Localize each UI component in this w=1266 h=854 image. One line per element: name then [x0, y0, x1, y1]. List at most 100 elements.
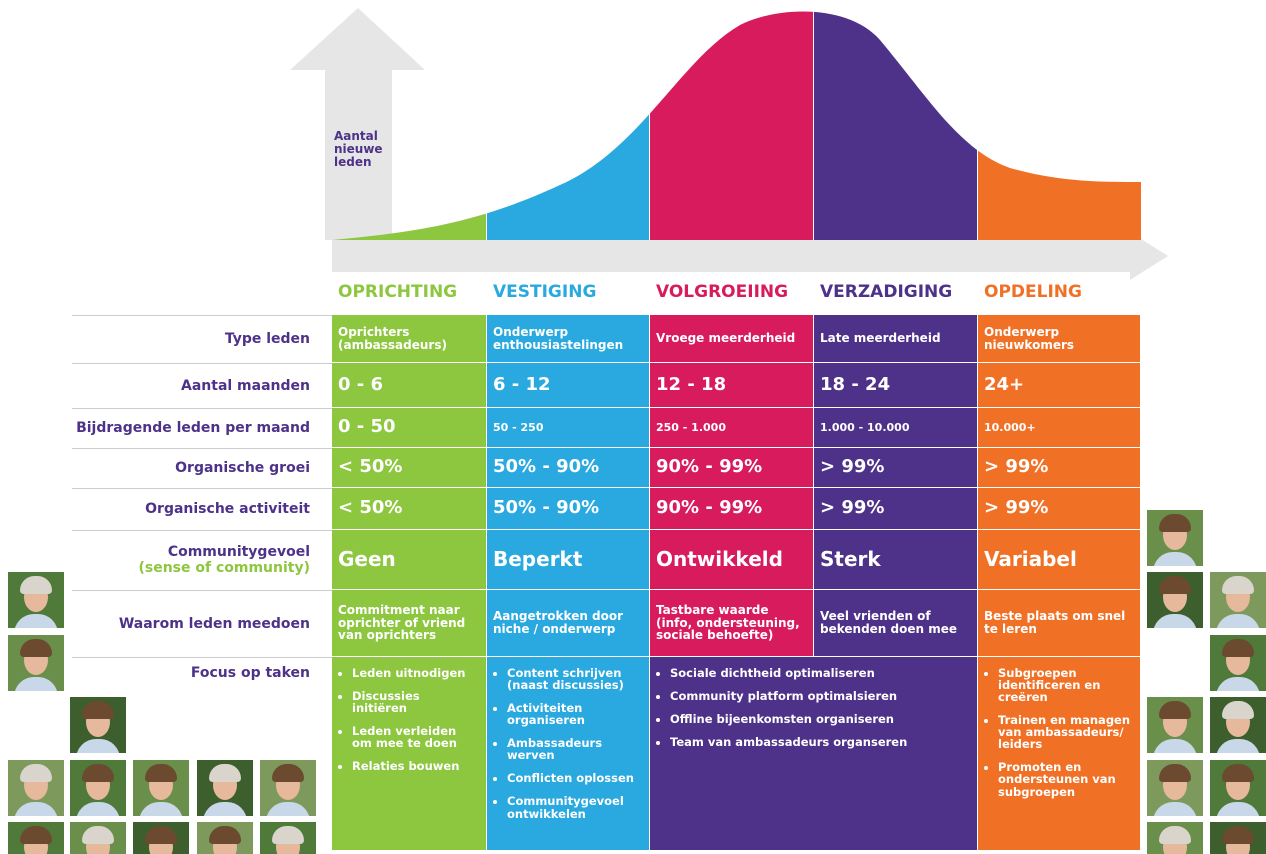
portrait-photo [1147, 822, 1203, 854]
portrait-body [1216, 677, 1260, 691]
row-separator [72, 488, 332, 489]
row-separator [72, 315, 332, 316]
task-item: Relaties bouwen [352, 760, 478, 772]
portrait-photo [8, 822, 64, 854]
portrait-body [1153, 614, 1197, 628]
portrait-photo [1147, 760, 1203, 816]
row-label: Organische activiteit [60, 488, 310, 530]
table-cell: 250 - 1.000 [650, 408, 814, 448]
table-cell: Late meerderheid [814, 315, 978, 363]
table-cell: 50% - 90% [487, 448, 650, 488]
portrait-photo [1210, 822, 1266, 854]
portrait-photo [133, 822, 189, 854]
axis-label: Aantal nieuwe leden [334, 129, 383, 170]
task-item: Promoten en ondersteunen van subgroepen [998, 761, 1132, 797]
portrait-body [1216, 802, 1260, 816]
portrait-hair [1222, 826, 1254, 844]
portrait-hair [1159, 826, 1191, 844]
portrait-photo [260, 822, 316, 854]
table-cell: Variabel [978, 530, 1141, 590]
vertical-arrow [290, 8, 425, 240]
row-label-text: Communitygevoel [167, 544, 310, 560]
table-cell: Ontwikkeld [650, 530, 814, 590]
portrait-hair [1159, 576, 1191, 594]
row-label-text: Aantal maanden [181, 377, 310, 394]
portrait-hair [20, 639, 52, 657]
phase-title: VERZADIGING [820, 282, 953, 302]
portrait-body [1216, 614, 1260, 628]
task-item: Team van ambassadeurs organseren [670, 736, 969, 748]
portrait-hair [1222, 639, 1254, 657]
task-item: Ambassadeurs werven [507, 737, 641, 761]
table-cell: 90% - 99% [650, 488, 814, 530]
phase-title: VESTIGING [493, 282, 597, 302]
portrait-photo [8, 572, 64, 628]
horizontal-arrow [332, 232, 1168, 280]
phase-title: OPRICHTING [338, 282, 458, 302]
portrait-photo [8, 760, 64, 816]
portrait-hair [20, 764, 52, 782]
row-separator [72, 590, 332, 591]
portrait-photo [197, 760, 253, 816]
row-label: Focus op taken [190, 665, 310, 681]
portrait-photo [70, 697, 126, 753]
table-cell: 12 - 18 [650, 363, 814, 408]
table-cell: 6 - 12 [487, 363, 650, 408]
portrait-hair [1222, 764, 1254, 782]
row-label-text: Type leden [224, 331, 310, 347]
task-item: Activiteiten organiseren [507, 702, 641, 726]
portrait-hair [20, 826, 52, 844]
table-cell: Geen [332, 530, 487, 590]
portrait-hair [209, 764, 241, 782]
row-separator [72, 448, 332, 449]
portrait-body [14, 614, 58, 628]
table-cell: Beste plaats om snel te leren [978, 590, 1141, 657]
portrait-photo [1210, 697, 1266, 753]
portrait-hair [145, 826, 177, 844]
portrait-hair [145, 764, 177, 782]
table-cell: > 99% [814, 488, 978, 530]
table-cell: Onderwerp enthousiastelingen [487, 315, 650, 363]
focus-cell: Sociale dichtheid optimaliseren Community… [650, 657, 978, 850]
table-cell: Onderwerp nieuwkomers [978, 315, 1141, 363]
phase-title: VOLGROEIING [656, 282, 789, 302]
task-list: Content schrijven (naast discussies) Acti… [495, 667, 641, 820]
focus-cell: Leden uitnodigen Discussies initiëren Lede… [332, 657, 487, 850]
portrait-hair [272, 764, 304, 782]
task-item: Content schrijven (naast discussies) [507, 667, 641, 691]
table-cell: > 99% [814, 448, 978, 488]
portrait-photo [197, 822, 253, 854]
portrait-body [76, 802, 120, 816]
table-cell: 0 - 50 [332, 408, 487, 448]
portrait-body [1153, 802, 1197, 816]
row-separator [72, 408, 332, 409]
portrait-hair [1159, 764, 1191, 782]
task-item: Leden verleiden om mee te doen [352, 725, 478, 749]
portrait-photo [260, 760, 316, 816]
portrait-hair [20, 576, 52, 594]
table-cell: > 99% [978, 448, 1141, 488]
portrait-photo [70, 822, 126, 854]
row-label: Waarom leden meedoen [60, 590, 310, 657]
portrait-hair [1222, 701, 1254, 719]
portrait-body [76, 739, 120, 753]
row-label: Bijdragende leden per maand [60, 408, 310, 448]
row-separator [72, 657, 332, 658]
table-cell: 18 - 24 [814, 363, 978, 408]
task-list: Subgroepen identificeren en creëren Train… [986, 667, 1132, 798]
row-label: Aantal maanden [60, 363, 310, 408]
curve [332, 11, 1141, 240]
phase-title: OPDELING [984, 282, 1082, 302]
table-cell: Commitment naar oprichter of vriend van … [332, 590, 487, 657]
portrait-body [139, 802, 183, 816]
portrait-hair [272, 826, 304, 844]
table-cell: 50% - 90% [487, 488, 650, 530]
portrait-hair [82, 701, 114, 719]
portrait-photo [1210, 760, 1266, 816]
portrait-photo [133, 760, 189, 816]
portrait-photo [1147, 697, 1203, 753]
portrait-body [14, 802, 58, 816]
portrait-body [14, 677, 58, 691]
